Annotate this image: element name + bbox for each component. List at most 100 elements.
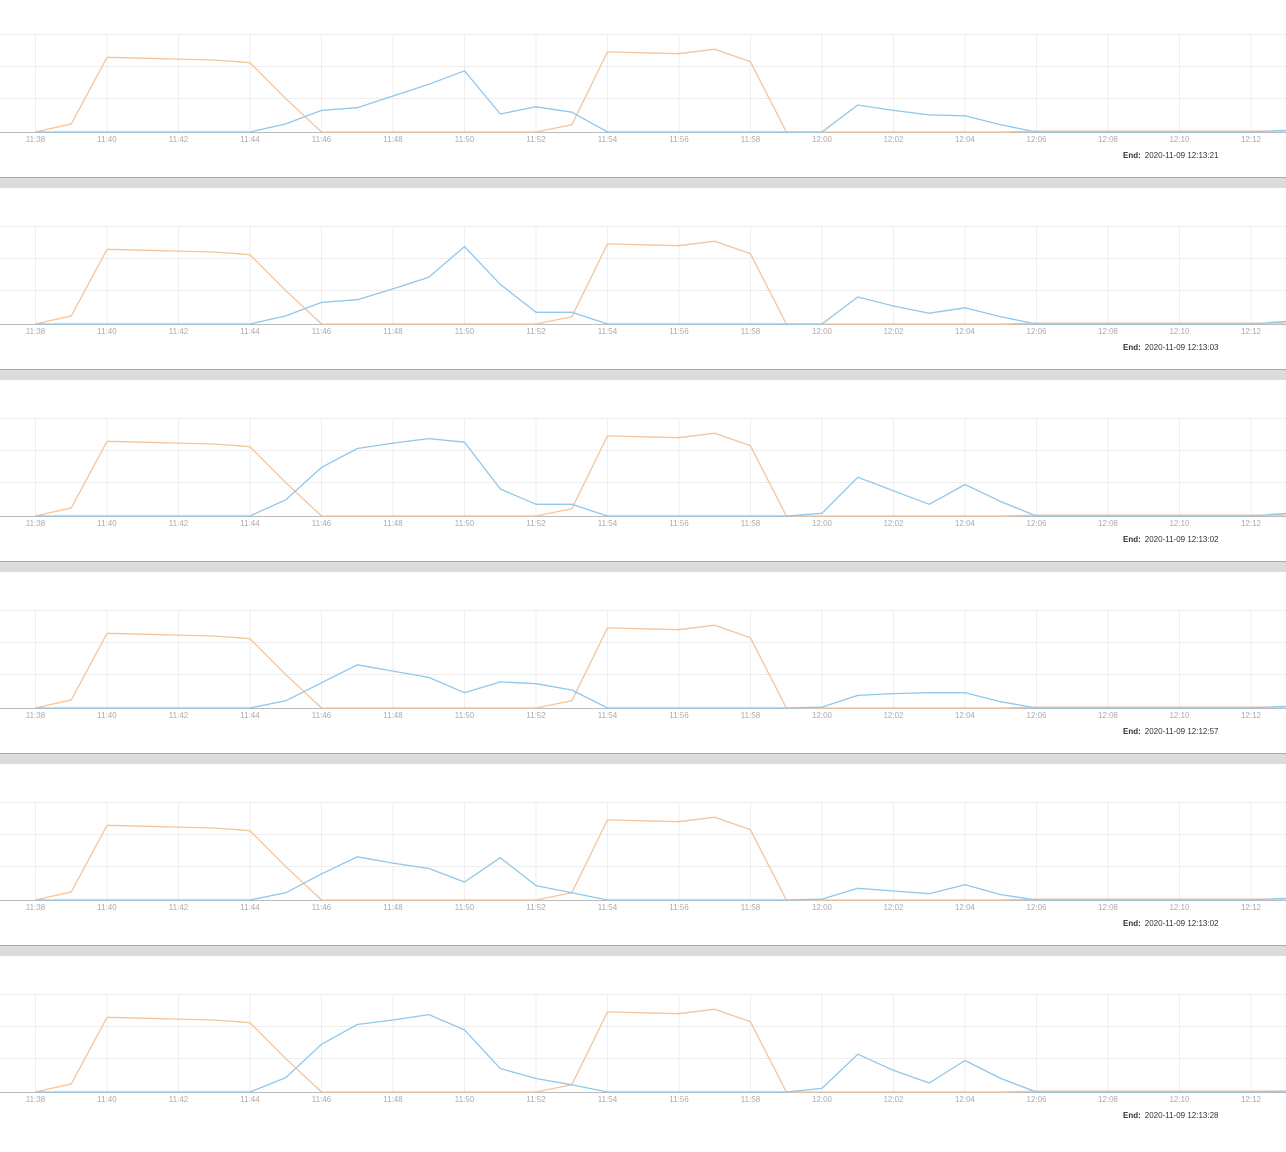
x-tick-label: 11:54 xyxy=(598,327,618,336)
x-tick-label: 11:52 xyxy=(526,903,546,912)
end-label-value: 2020-11-09 12:13:02 xyxy=(1145,919,1219,928)
x-tick-label: 11:48 xyxy=(383,327,403,336)
end-label-key: End: xyxy=(1123,343,1141,352)
end-label-key: End: xyxy=(1123,919,1141,928)
x-tick-label: 11:40 xyxy=(97,711,117,720)
x-tick-label: 12:10 xyxy=(1169,519,1190,528)
x-tick-label: 11:58 xyxy=(741,135,761,144)
x-tick-label: 12:12 xyxy=(1241,135,1262,144)
x-tick-label: 11:44 xyxy=(240,1095,260,1104)
end-label-key: End: xyxy=(1123,1111,1141,1120)
x-tick-label: 12:06 xyxy=(1026,135,1047,144)
x-tick-label: 11:38 xyxy=(26,711,46,720)
x-tick-label: 11:40 xyxy=(97,519,117,528)
x-tick-label: 11:54 xyxy=(598,1095,618,1104)
x-tick-label: 12:04 xyxy=(955,519,976,528)
blue-series-line xyxy=(36,71,1286,132)
end-timestamp: End:2020-11-09 12:13:28 xyxy=(1123,1111,1218,1120)
x-tick-label: 11:50 xyxy=(455,903,475,912)
x-tick-label: 12:08 xyxy=(1098,135,1119,144)
x-tick-label: 11:40 xyxy=(97,327,117,336)
x-tick-label: 12:00 xyxy=(812,519,833,528)
x-tick-label: 12:06 xyxy=(1026,327,1047,336)
x-tick-label: 11:52 xyxy=(526,327,546,336)
x-tick-label: 11:54 xyxy=(598,903,618,912)
orange-series-line xyxy=(36,625,1286,708)
x-tick-label: 11:56 xyxy=(669,903,689,912)
x-tick-label: 11:52 xyxy=(526,519,546,528)
orange-series-line xyxy=(36,241,1286,324)
x-tick-label: 12:10 xyxy=(1169,1095,1190,1104)
x-tick-label: 12:10 xyxy=(1169,135,1190,144)
x-tick-label: 11:54 xyxy=(598,135,618,144)
x-tick-label: 11:38 xyxy=(26,519,46,528)
end-timestamp: End: 2020-11-09 12:13:02 xyxy=(1123,919,1218,928)
x-tick-label: 12:10 xyxy=(1169,327,1190,336)
x-tick-label: 11:48 xyxy=(383,135,403,144)
orange-series-line xyxy=(36,49,1286,132)
x-tick-label: 11:50 xyxy=(455,519,475,528)
x-tick-label: 11:48 xyxy=(383,711,403,720)
chart-panel: 11:38 11:40 11:42 11:44 11:46 11:48 11:50 11:52… xyxy=(0,192,1286,384)
x-tick-label: 11:54 xyxy=(598,519,618,528)
panel-separator xyxy=(0,753,1286,764)
x-tick-label: 12:08 xyxy=(1098,519,1119,528)
x-tick-label: 11:42 xyxy=(169,903,189,912)
end-timestamp: End: 2020-11-09 12:13:02 xyxy=(1123,535,1218,544)
x-tick-label: 12:02 xyxy=(883,327,904,336)
x-tick-label: 11:44 xyxy=(240,903,260,912)
x-tick-label: 12:00 xyxy=(812,135,833,144)
x-tick-label: 11:46 xyxy=(312,903,332,912)
x-tick-label: 12:06 xyxy=(1026,519,1047,528)
x-tick-label: 11:50 xyxy=(455,135,475,144)
x-tick-label: 12:04 xyxy=(955,1095,976,1104)
end-label-key: End: xyxy=(1123,151,1141,160)
x-tick-label: 12:00 xyxy=(812,1095,833,1104)
x-tick-label: 12:12 xyxy=(1241,711,1262,720)
x-tick-label: 12:02 xyxy=(883,519,904,528)
end-label-value: 2020-11-09 12:13:02 xyxy=(1145,535,1219,544)
end-timestamp: End:2020-11-09 12:13:03 xyxy=(1123,343,1218,352)
x-tick-label: 11:56 xyxy=(669,519,689,528)
x-tick-label: 11:38 xyxy=(26,135,46,144)
end-timestamp: End:2020-11-09 12:12:57 xyxy=(1123,727,1218,736)
panel-separator xyxy=(0,369,1286,380)
x-tick-label: 11:50 xyxy=(455,711,475,720)
x-tick-label: 12:04 xyxy=(955,711,976,720)
x-tick-label: 11:48 xyxy=(383,519,403,528)
end-label-key: End: xyxy=(1123,535,1141,544)
x-tick-label: 12:02 xyxy=(883,1095,904,1104)
panel-separator xyxy=(0,177,1286,188)
x-tick-label: 11:42 xyxy=(169,711,189,720)
x-tick-label: 12:02 xyxy=(883,711,904,720)
x-tick-label: 11:38 xyxy=(26,327,46,336)
x-tick-label: 11:50 xyxy=(455,327,475,336)
x-tick-label: 11:46 xyxy=(312,327,332,336)
x-tick-label: 11:58 xyxy=(741,327,761,336)
x-tick-label: 12:08 xyxy=(1098,327,1119,336)
x-tick-label: 11:54 xyxy=(598,711,618,720)
orange-series-line xyxy=(36,433,1286,516)
x-tick-label: 11:42 xyxy=(169,327,189,336)
x-tick-label: 11:58 xyxy=(741,711,761,720)
panel-separator xyxy=(0,561,1286,572)
x-tick-label: 11:46 xyxy=(312,519,332,528)
x-tick-label: 12:08 xyxy=(1098,711,1119,720)
x-tick-label: 12:00 xyxy=(812,327,833,336)
x-tick-label: 11:42 xyxy=(169,135,189,144)
x-tick-label: 11:38 xyxy=(26,1095,46,1104)
x-tick-label: 11:44 xyxy=(240,327,260,336)
x-tick-label: 11:52 xyxy=(526,1095,546,1104)
x-tick-label: 12:00 xyxy=(812,711,833,720)
x-tick-label: 11:56 xyxy=(669,711,689,720)
end-label-value: 2020-11-09 12:12:57 xyxy=(1145,727,1219,736)
line-chart: 11:38 11:40 11:42 11:44 11:46 11:48 11:50 11:52… xyxy=(0,192,1286,372)
x-tick-label: 12:08 xyxy=(1098,903,1119,912)
end-timestamp: End:2020-11-09 12:13:21 xyxy=(1123,151,1218,160)
